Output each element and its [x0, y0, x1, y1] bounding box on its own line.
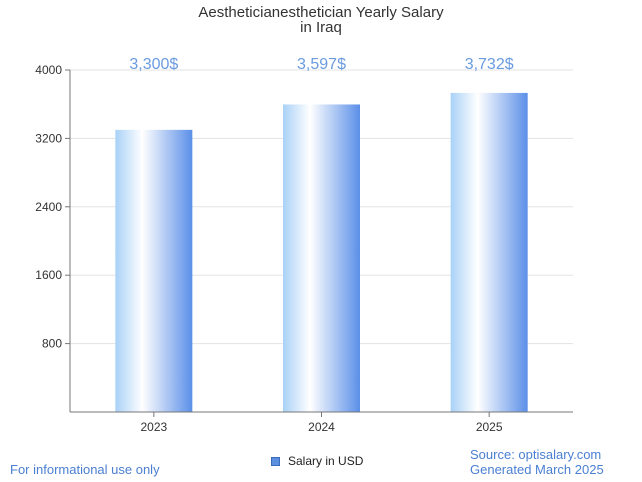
legend-swatch	[271, 456, 280, 466]
bar	[115, 129, 193, 412]
y-tick-label: 3200	[35, 131, 62, 145]
bar	[450, 92, 528, 412]
x-tick-label: 2023	[140, 420, 167, 434]
x-tick-label: 2025	[476, 420, 503, 434]
x-tick-label: 2024	[308, 420, 335, 434]
generated-text: Generated March 2025	[470, 462, 604, 477]
y-tick-label: 1600	[35, 268, 62, 282]
y-tick-label: 2400	[35, 200, 62, 214]
chart-title: Aestheticianesthetician Yearly Salary	[198, 4, 444, 21]
bar	[283, 104, 360, 413]
data-label: 3,300$	[129, 56, 178, 73]
source-text: Source: optisalary.com	[470, 447, 602, 462]
chart-subtitle: in Iraq	[300, 19, 342, 36]
disclaimer-text: For informational use only	[10, 462, 160, 477]
data-label: 3,597$	[297, 56, 346, 73]
y-tick-label: 800	[42, 337, 62, 351]
legend-label: Salary in USD	[288, 454, 364, 468]
y-tick-label: 4000	[35, 63, 62, 77]
data-label: 3,732$	[465, 56, 514, 73]
legend[interactable]: Salary in USD	[271, 454, 363, 468]
